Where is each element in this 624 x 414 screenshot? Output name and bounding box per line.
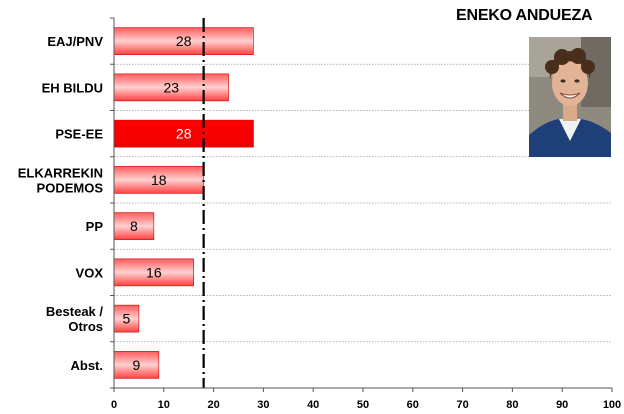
axes: 0 10 20 30 40 50 60 70 80 90 100: [110, 17, 621, 411]
bar: [113, 73, 229, 102]
data-label: 28: [176, 126, 192, 142]
chart-title: ENEKO ANDUEZA: [456, 7, 593, 24]
portrait-photo: [529, 37, 611, 157]
x-tick-label: 20: [207, 399, 219, 411]
category-label: Otros: [68, 319, 103, 334]
bar: [113, 166, 204, 194]
x-tick-label: 80: [506, 399, 518, 411]
data-label: 5: [123, 311, 131, 327]
data-label: 8: [130, 218, 138, 234]
category-label: VOX: [76, 265, 104, 280]
x-tick-label: 10: [158, 399, 170, 411]
bars: [113, 27, 254, 379]
x-tick-label: 100: [603, 399, 621, 411]
category-label: EH BILDU: [42, 80, 103, 95]
bar: [113, 258, 194, 287]
bar: [113, 119, 254, 148]
x-tick-label: 70: [456, 399, 468, 411]
category-label: Abst.: [71, 358, 104, 373]
x-tick-label: 90: [556, 399, 568, 411]
category-label: PP: [86, 219, 104, 234]
category-label: ELKARREKIN: [18, 165, 103, 180]
x-tick-label: 60: [407, 399, 419, 411]
category-label: EAJ/PNV: [47, 34, 103, 49]
bar: [113, 304, 140, 333]
data-label: 16: [146, 264, 162, 280]
category-label: Besteak /: [46, 304, 103, 319]
x-tick-label: 50: [357, 399, 369, 411]
category-label: PSE-EE: [55, 127, 103, 142]
x-tick-label: 0: [111, 399, 117, 411]
data-label: 18: [151, 172, 167, 188]
category-label: PODEMOS: [37, 180, 104, 195]
bar: [113, 212, 155, 240]
x-tick-label: 30: [257, 399, 269, 411]
data-label: 28: [176, 33, 192, 49]
data-label: 9: [133, 357, 141, 373]
bar: [113, 27, 254, 55]
x-tick-label: 40: [307, 399, 319, 411]
data-label: 23: [163, 79, 179, 95]
